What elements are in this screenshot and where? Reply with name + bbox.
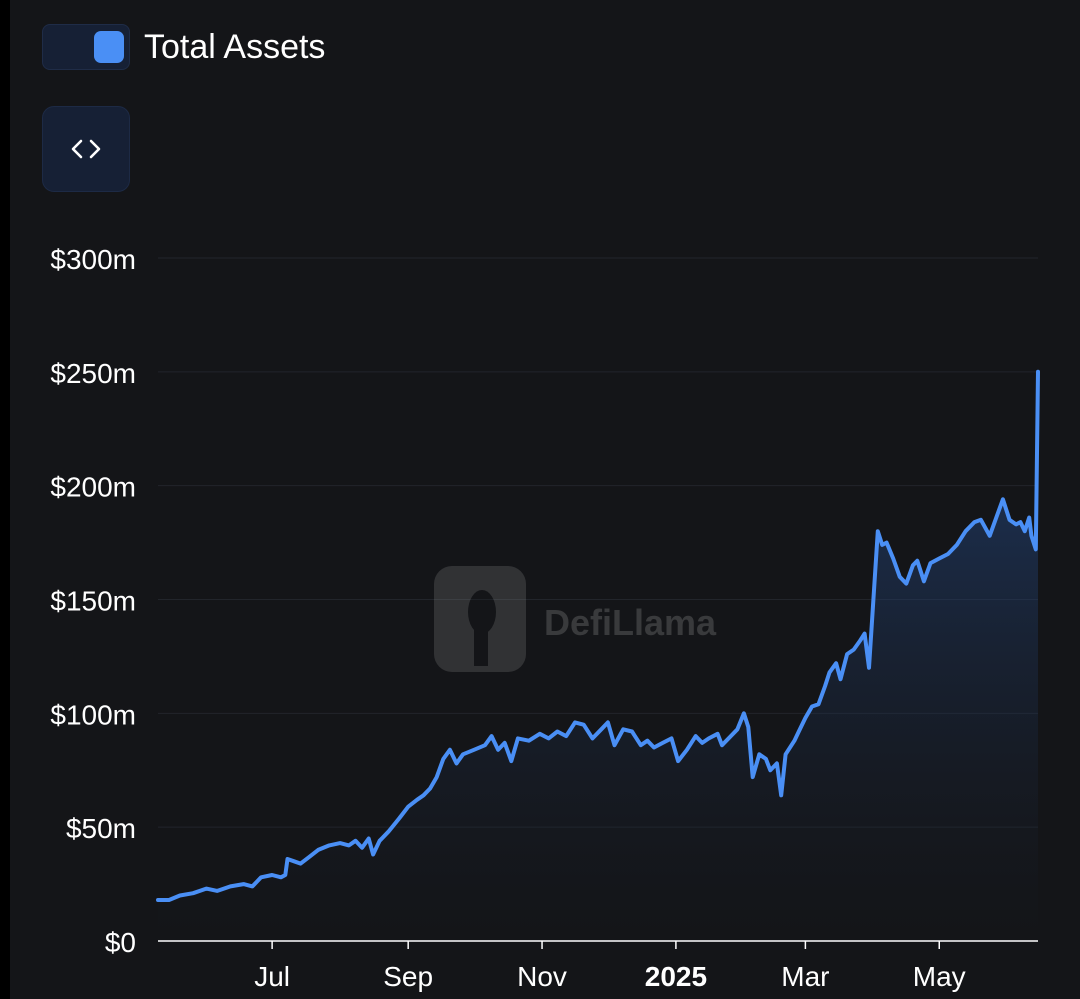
x-tick-label: 2025 — [645, 961, 707, 992]
embed-code-button[interactable] — [42, 106, 130, 192]
y-axis-tick-labels: $0 $50m $100m $150m $200m $250m $300m — [50, 244, 136, 958]
watermark-text: DefiLlama — [544, 602, 717, 643]
left-edge-strip — [0, 0, 10, 999]
x-tick-label: May — [913, 961, 966, 992]
y-tick-label: $50m — [66, 813, 136, 844]
y-tick-label: $0 — [105, 927, 136, 958]
watermark-llama-head-icon — [468, 590, 496, 634]
total-assets-area — [158, 371, 1038, 941]
y-tick-label: $100m — [50, 699, 136, 730]
legend-toggle-total-assets[interactable] — [42, 24, 130, 70]
x-tick-label: Nov — [517, 961, 567, 992]
legend-color-swatch — [94, 31, 124, 63]
y-tick-label: $250m — [50, 358, 136, 389]
total-assets-line — [156, 369, 1040, 902]
y-tick-label: $150m — [50, 586, 136, 617]
legend-label: Total Assets — [144, 28, 326, 66]
code-icon — [71, 139, 101, 159]
y-tick-label: $300m — [50, 244, 136, 275]
x-tick-label: Mar — [781, 961, 829, 992]
y-tick-label: $200m — [50, 472, 136, 503]
x-tick-label: Jul — [254, 961, 290, 992]
x-tick-label: Sep — [383, 961, 433, 992]
watermark-logo-icon — [434, 566, 526, 672]
defillama-watermark: DefiLlama — [434, 566, 717, 672]
x-axis-ticks: Jul Sep Nov 2025 Mar May — [254, 941, 966, 992]
